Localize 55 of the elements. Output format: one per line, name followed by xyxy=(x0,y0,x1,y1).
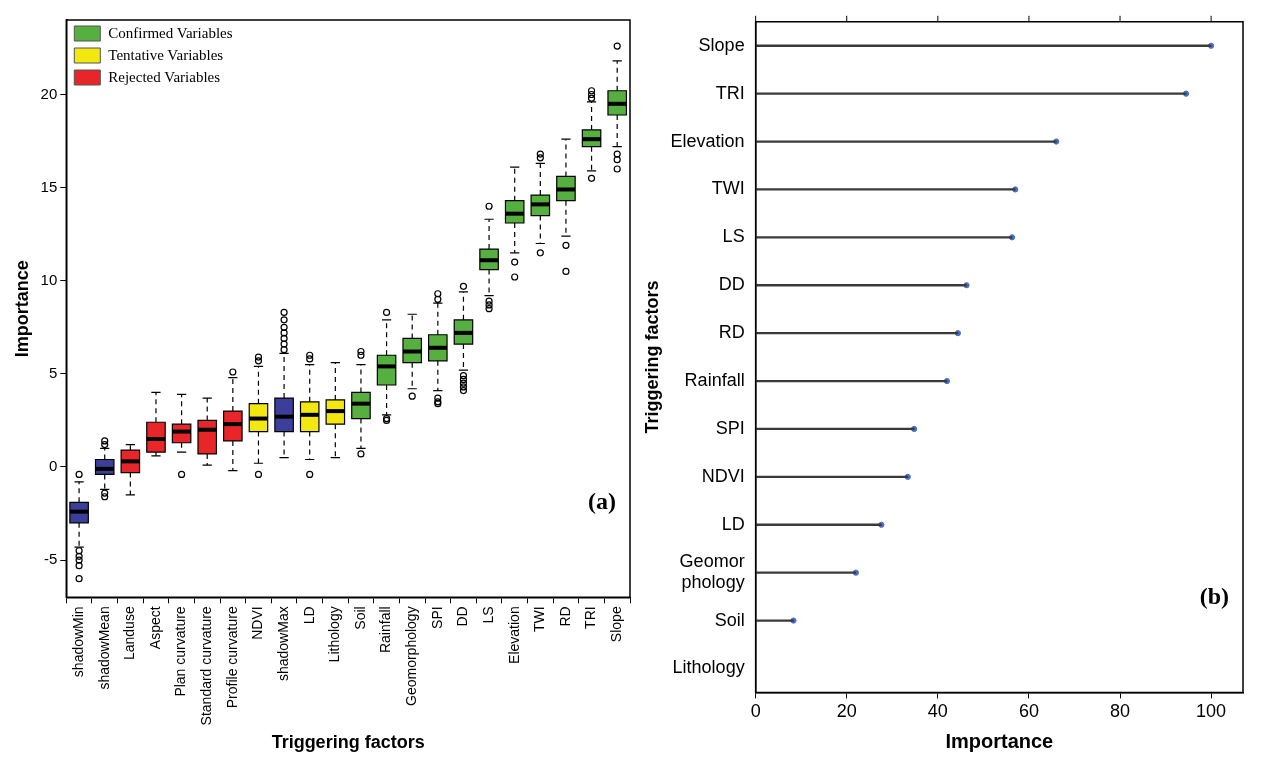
legend-label: Tentative Variables xyxy=(108,46,224,63)
x-tick-label: RD xyxy=(556,606,573,627)
y-tick-label: LD xyxy=(721,513,745,534)
x-tick-label: Landuse xyxy=(121,606,138,661)
x-tick-label: Slope xyxy=(608,606,625,643)
x-tick-label: TRI xyxy=(582,606,599,629)
x-tick-label: Rainfall xyxy=(377,606,394,654)
y-tick-label: TWI xyxy=(711,178,745,199)
annotation: (b) xyxy=(1199,582,1229,609)
y-tick-label: Slope xyxy=(698,34,745,55)
x-tick-label: 20 xyxy=(836,701,857,722)
y-tick-label: Geomor phology xyxy=(679,550,745,593)
y-tick-label: 10 xyxy=(40,270,58,288)
x-tick-label: Elevation xyxy=(505,606,522,664)
x-tick-label: 60 xyxy=(1018,701,1039,722)
y-tick-label: NDVI xyxy=(701,465,745,486)
annotation: (a) xyxy=(588,487,616,514)
x-tick-label: Aspect xyxy=(146,606,163,650)
x-tick-label: shadowMin xyxy=(69,606,86,678)
x-tick-label: Standard curvature xyxy=(198,606,215,726)
y-tick-label: SPI xyxy=(715,417,745,438)
x-tick-label: NDVI xyxy=(249,606,266,640)
y-axis-title: Triggering factors xyxy=(641,280,662,434)
x-axis-title: Triggering factors xyxy=(271,732,425,753)
x-tick-label: LD xyxy=(300,606,317,625)
y-tick-label: 0 xyxy=(48,457,58,475)
x-tick-label: 0 xyxy=(750,701,761,722)
y-axis-title: Importance xyxy=(11,260,32,358)
x-tick-label: 40 xyxy=(927,701,948,722)
x-tick-label: DD xyxy=(454,606,471,627)
legend-label: Rejected Variables xyxy=(108,68,221,85)
x-axis-title: Importance xyxy=(945,729,1054,752)
legend-label: Confirmed Variables xyxy=(108,24,233,41)
y-tick-label: Rainfall xyxy=(684,370,745,391)
x-tick-label: TWI xyxy=(531,606,548,632)
y-tick-label: 20 xyxy=(40,84,58,102)
y-tick-label: Elevation xyxy=(670,130,745,151)
x-tick-label: 80 xyxy=(1110,701,1131,722)
y-tick-label: LS xyxy=(722,226,745,247)
x-tick-label: Profile curvature xyxy=(223,606,240,709)
x-tick-label: 100 xyxy=(1196,701,1227,722)
y-tick-label: TRI xyxy=(715,82,745,103)
x-tick-label: LS xyxy=(479,606,496,624)
x-tick-label: Lithology xyxy=(326,606,343,663)
x-tick-label: shadowMean xyxy=(95,606,112,690)
y-tick-label: DD xyxy=(718,274,745,295)
y-tick-label: 5 xyxy=(48,363,58,381)
x-tick-label: SPI xyxy=(428,606,445,629)
y-tick-label: -5 xyxy=(43,550,58,568)
x-tick-label: Soil xyxy=(351,606,368,630)
x-tick-label: Plan curvature xyxy=(172,606,189,697)
y-tick-label: RD xyxy=(718,322,745,343)
x-tick-label: shadowMax xyxy=(274,606,291,682)
y-tick-label: 15 xyxy=(40,177,58,195)
x-tick-label: Geomorphology xyxy=(403,606,420,706)
